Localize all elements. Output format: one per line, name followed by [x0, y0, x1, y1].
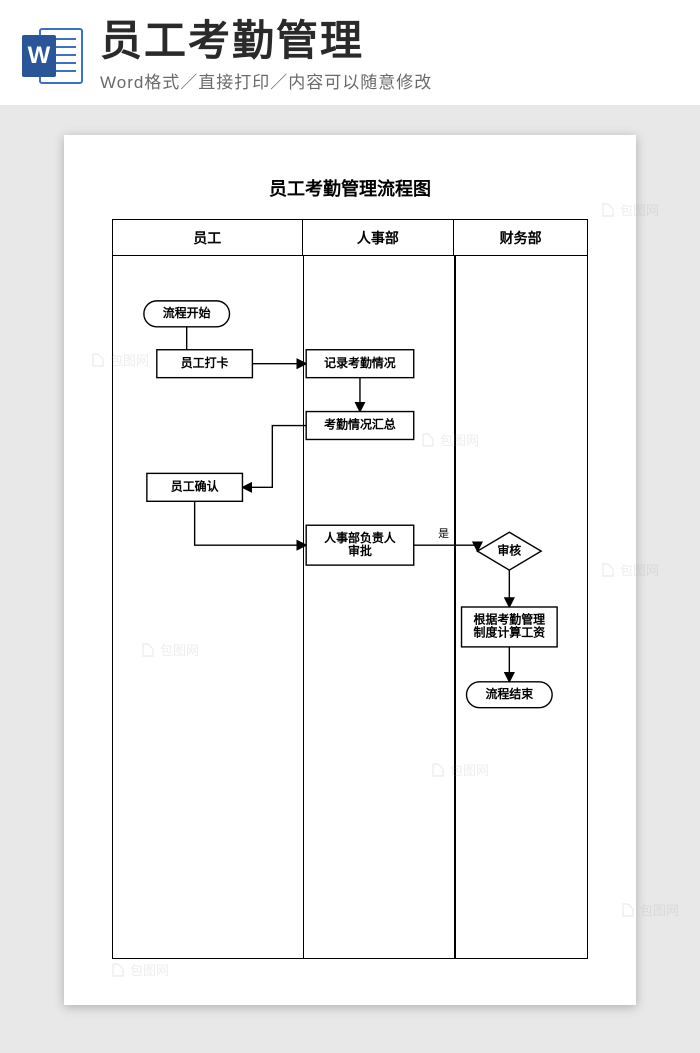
- svg-text:人事部负责人: 人事部负责人: [324, 530, 396, 545]
- svg-text:流程开始: 流程开始: [163, 305, 211, 320]
- flowchart-svg: 是 流程开始员工打卡 记录考勤情况考勤情况汇总员工确认人事部负责人审批 审核根据考勤管…: [113, 256, 587, 958]
- lane-headers: 员工 人事部 财务部: [113, 220, 587, 256]
- page-container: 员工考勤管理流程图 员工 人事部 财务部 是 流程开始员工打卡 记录考勤情况考勤情况…: [0, 105, 700, 1045]
- svg-text:根据考勤管理: 根据考勤管理: [474, 612, 546, 627]
- svg-text:审批: 审批: [348, 543, 372, 558]
- lane-header-employee: 员工: [113, 220, 303, 255]
- header-title: 员工考勤管理: [100, 18, 680, 64]
- word-icon: W: [20, 23, 86, 89]
- svg-text:记录考勤情况: 记录考勤情况: [324, 355, 396, 370]
- template-header: W 员工考勤管理 Word格式／直接打印／内容可以随意修改: [0, 0, 700, 105]
- svg-text:员工确认: 员工确认: [171, 479, 219, 494]
- svg-text:流程结束: 流程结束: [485, 686, 534, 701]
- lane-header-hr: 人事部: [303, 220, 455, 255]
- swimlane-diagram: 员工 人事部 财务部 是 流程开始员工打卡 记录考勤情况考勤情况汇总员工确认人事部负…: [112, 219, 588, 959]
- header-subtitle: Word格式／直接打印／内容可以随意修改: [100, 68, 680, 93]
- svg-text:员工打卡: 员工打卡: [181, 355, 229, 370]
- document-page: 员工考勤管理流程图 员工 人事部 财务部 是 流程开始员工打卡 记录考勤情况考勤情况…: [64, 135, 636, 1005]
- lane-header-finance: 财务部: [454, 220, 587, 255]
- svg-text:考勤情况汇总: 考勤情况汇总: [324, 417, 396, 432]
- svg-text:审核: 审核: [497, 542, 521, 557]
- svg-text:W: W: [28, 42, 51, 69]
- document-title: 员工考勤管理流程图: [112, 175, 588, 201]
- svg-text:是: 是: [438, 527, 449, 540]
- svg-text:制度计算工资: 制度计算工资: [474, 625, 546, 640]
- lane-body: 是 流程开始员工打卡 记录考勤情况考勤情况汇总员工确认人事部负责人审批 审核根据考勤管…: [113, 256, 587, 958]
